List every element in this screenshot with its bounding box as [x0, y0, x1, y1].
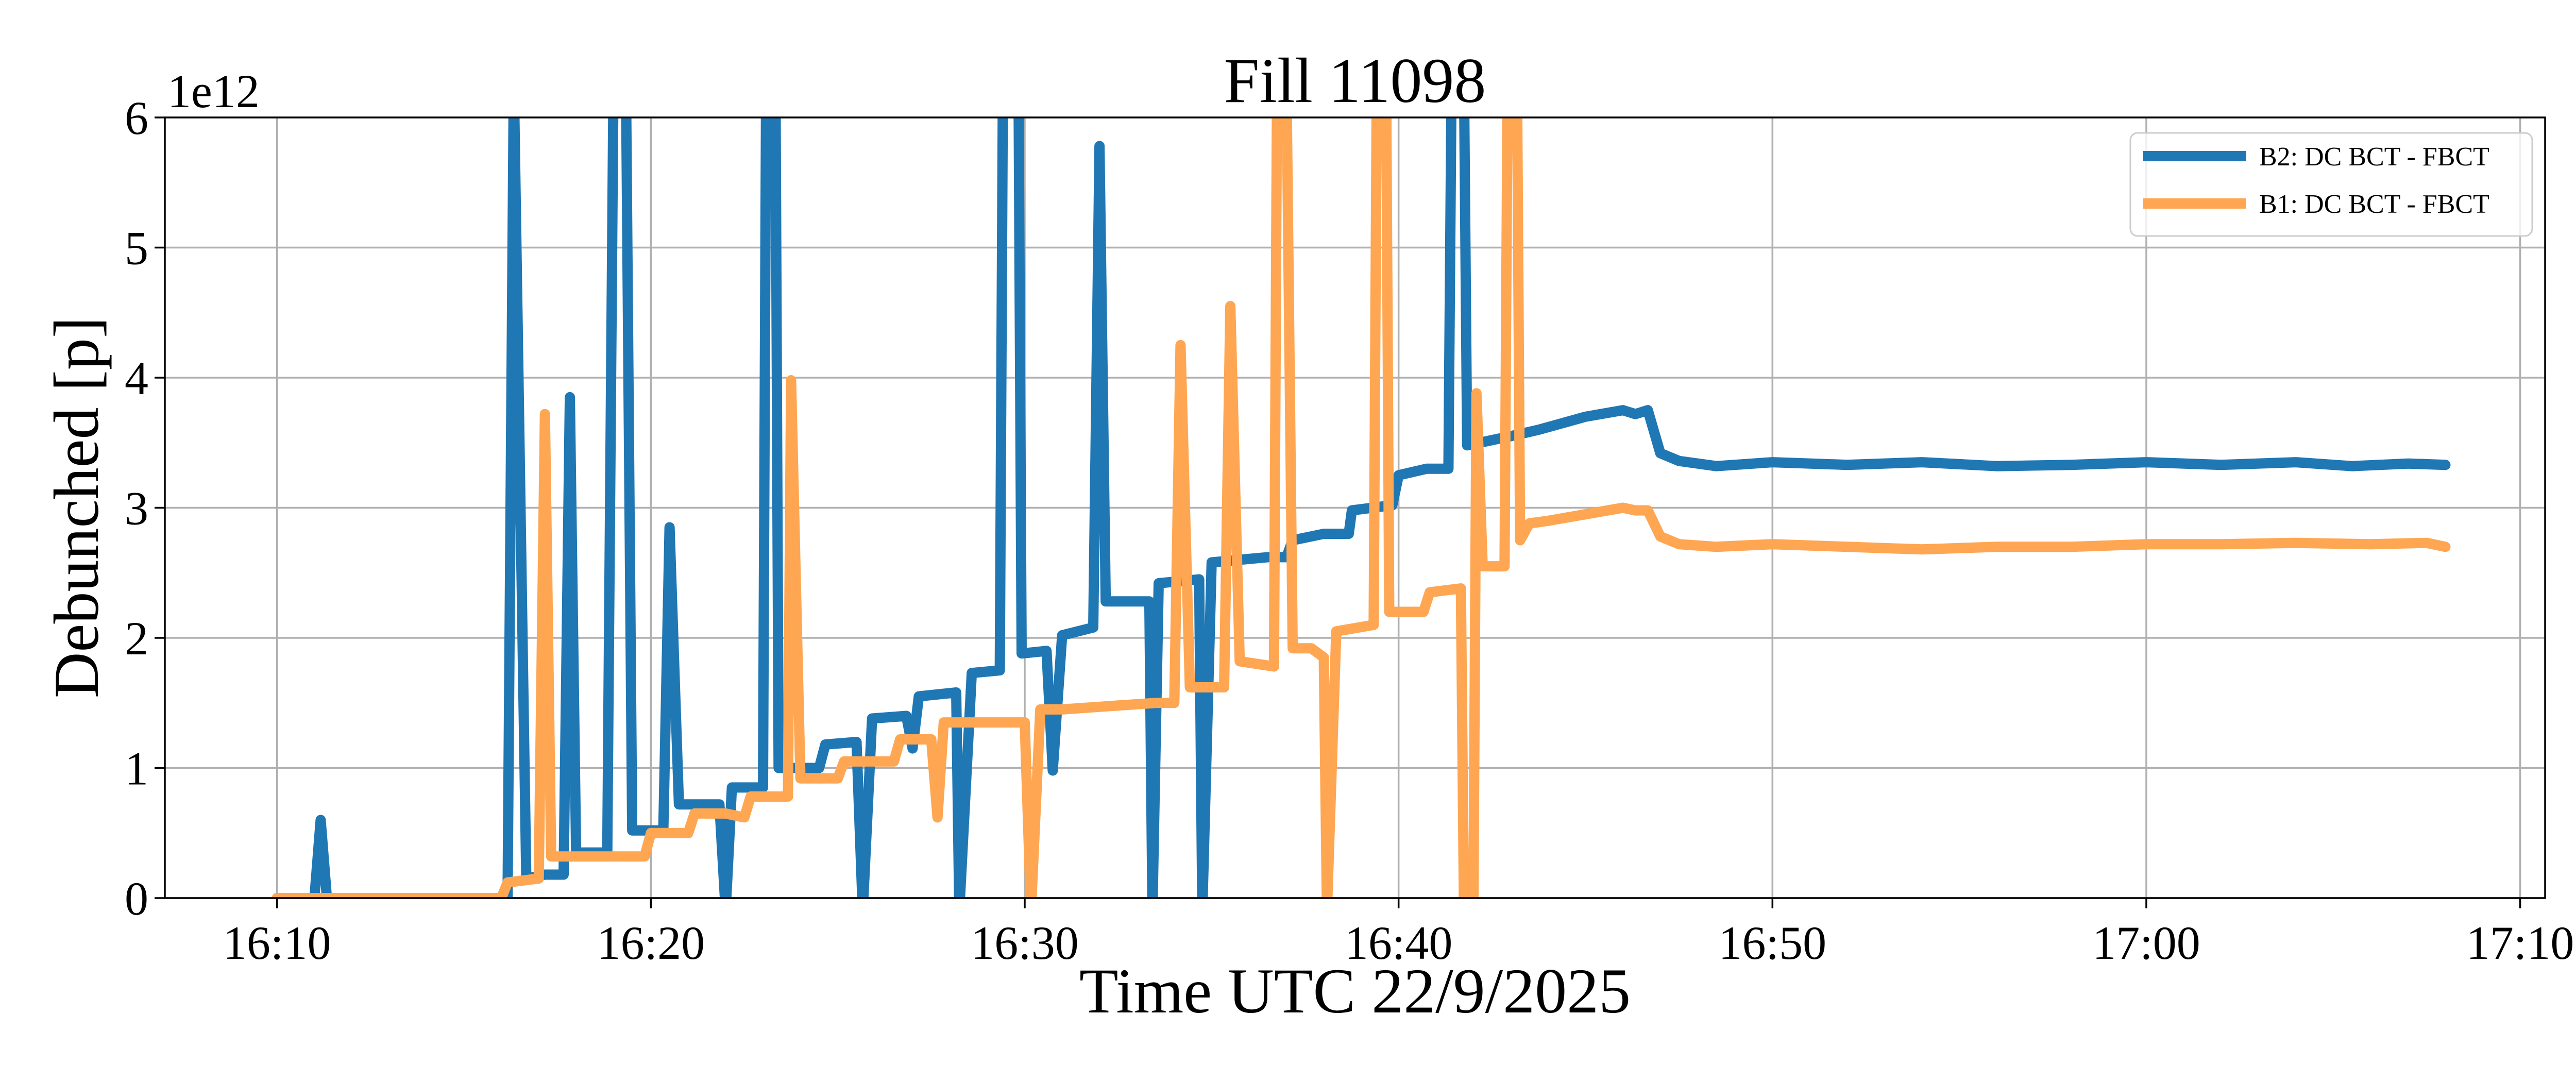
legend-label-b1: B1: DC BCT - FBCT [2259, 190, 2489, 219]
y-offset-label: 1e12 [167, 65, 260, 117]
x-tick-label: 16:10 [223, 917, 331, 969]
x-axis-label: Time UTC 22/9/2025 [1079, 956, 1631, 1026]
x-tick-label: 17:00 [2092, 917, 2200, 969]
y-tick-label: 3 [125, 482, 148, 535]
y-tick-label: 5 [125, 222, 148, 275]
legend-label-b2: B2: DC BCT - FBCT [2259, 142, 2489, 172]
axis-ticks: 16:10 16:20 16:30 16:40 16:50 17:00 17:10 0 1 2 3 4… [125, 92, 2574, 969]
y-tick-label: 4 [125, 352, 148, 404]
y-tick-label: 6 [125, 92, 148, 144]
y-tick-label: 2 [125, 612, 148, 665]
series-line-b1 [272, 117, 2451, 898]
legend: B2: DC BCT - FBCT B1: DC BCT - FBCT [2129, 132, 2533, 237]
series-line-b2 [272, 117, 2451, 898]
x-tick-label: 16:20 [597, 917, 705, 969]
chart-title: Fill 11098 [1224, 45, 1486, 116]
y-tick-label: 0 [125, 872, 148, 925]
x-tick-label: 16:30 [971, 917, 1079, 969]
y-axis-label: Debunched [p] [41, 317, 112, 698]
y-tick-label: 1 [125, 742, 148, 795]
series-layer [272, 117, 2451, 898]
x-tick-label: 17:10 [2466, 917, 2574, 969]
x-tick-label: 16:50 [1719, 917, 1827, 969]
x-tick-label: 16:40 [1345, 917, 1453, 969]
